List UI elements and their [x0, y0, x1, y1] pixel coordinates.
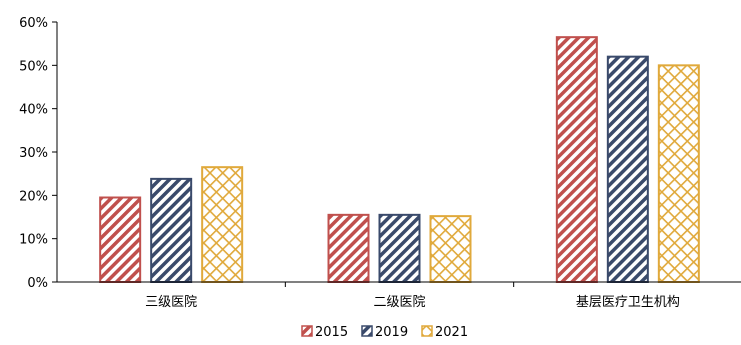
bars [99, 36, 700, 284]
y-tick-label: 20% [19, 189, 48, 204]
bar-2021-1 [429, 215, 472, 283]
x-axis: 三级医院 二级医院 基层医疗卫生机构 [57, 281, 741, 310]
y-tick-label: 60% [19, 16, 48, 31]
y-axis: 0% 10% 20% 30% 40% 50% 60% [19, 16, 58, 291]
legend-swatch-2019 [361, 325, 373, 337]
y-tick-label: 0% [27, 276, 48, 291]
bar-2019-0 [150, 177, 193, 283]
legend-swatch-2021 [421, 325, 433, 337]
bar-2015-1 [327, 213, 370, 283]
legend-swatch-2015 [301, 325, 313, 337]
y-tick-label: 10% [19, 233, 48, 248]
x-category-label: 基层医疗卫生机构 [576, 295, 680, 310]
bar-2021-0 [201, 166, 244, 284]
legend: 2015 2019 2021 [301, 325, 468, 340]
y-tick-label: 50% [19, 59, 48, 74]
bar-2015-0 [99, 196, 142, 283]
legend-label-2015: 2015 [315, 325, 348, 340]
y-tick-label: 30% [19, 146, 48, 161]
y-tick-label: 40% [19, 103, 48, 118]
bar-2015-2 [555, 36, 598, 283]
x-category-label: 三级医院 [145, 295, 197, 310]
bar-2019-1 [378, 213, 421, 283]
x-category-label: 二级医院 [373, 295, 425, 310]
legend-label-2021: 2021 [435, 325, 468, 340]
bar-2021-2 [657, 64, 700, 284]
legend-label-2019: 2019 [375, 325, 408, 340]
bar-2019-2 [606, 55, 649, 283]
